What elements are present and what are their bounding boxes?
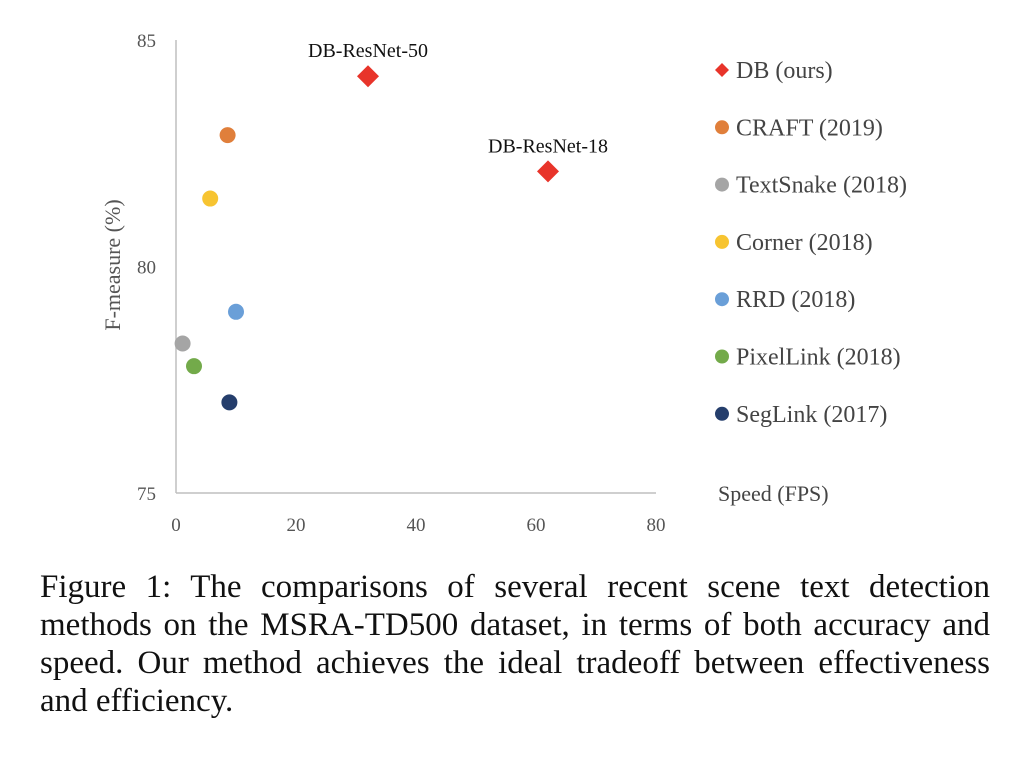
- legend-label: PixelLink (2018): [736, 345, 901, 371]
- x-tick-label: 80: [647, 515, 666, 536]
- data-point-diamond: [537, 160, 559, 183]
- legend-marker-circle: [715, 234, 729, 249]
- data-point-circle: [202, 190, 219, 207]
- data-points: DB-ResNet-50 DB-ResNet-18: [174, 40, 608, 411]
- legend-label: DB (ours): [736, 58, 833, 84]
- legend-label: TextSnake (2018): [736, 173, 907, 199]
- data-point-circle: [174, 335, 191, 352]
- figure-caption: Figure 1: The comparisons of several rec…: [40, 569, 990, 719]
- legend-marker-diamond: [715, 63, 729, 77]
- data-point-circle: [219, 127, 236, 144]
- data-point-circle: [186, 358, 202, 375]
- x-tick-labels: 0 20 40 60 80: [171, 515, 665, 536]
- legend-label: RRD (2018): [736, 287, 855, 313]
- x-tick-label: 0: [171, 515, 181, 536]
- legend-label: Corner (2018): [736, 230, 873, 256]
- legend-marker-circle: [715, 349, 729, 364]
- point-annotation: DB-ResNet-18: [488, 135, 608, 157]
- data-point-diamond: [357, 65, 379, 88]
- data-point-circle: [228, 303, 244, 320]
- legend-label: SegLink (2017): [736, 402, 887, 428]
- data-point-circle: [221, 394, 238, 411]
- legend: DB (ours) CRAFT (2019) TextSnake (2018) Cor…: [715, 58, 907, 428]
- y-tick-labels: 75 80 85: [137, 31, 156, 505]
- y-tick-label: 85: [137, 31, 156, 52]
- y-tick-label: 75: [137, 484, 156, 505]
- x-tick-label: 20: [287, 515, 306, 536]
- legend-marker-circle: [715, 406, 729, 421]
- legend-marker-circle: [715, 292, 729, 307]
- scatter-chart: 75 80 85 0 20 40 60 80 F-measure (%) Speed (FP…: [100, 31, 907, 536]
- legend-marker-circle: [715, 120, 729, 135]
- legend-marker-circle: [715, 177, 729, 192]
- y-tick-label: 80: [137, 258, 156, 279]
- x-tick-label: 40: [407, 515, 426, 536]
- legend-label: CRAFT (2019): [736, 115, 883, 141]
- y-axis-label: F-measure (%): [100, 199, 125, 330]
- x-axis-label: Speed (FPS): [718, 481, 829, 506]
- point-annotation: DB-ResNet-50: [308, 40, 428, 62]
- x-tick-label: 60: [527, 515, 546, 536]
